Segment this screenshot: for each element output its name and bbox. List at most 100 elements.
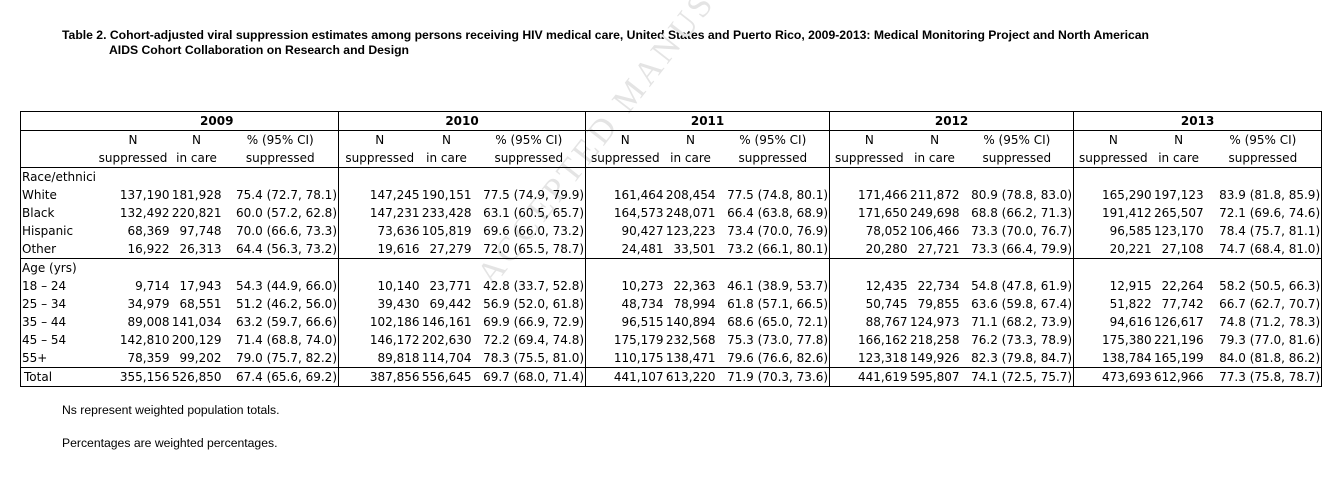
table-row: 45 – 54 142,810 200,129 71.4 (68.8, 74.0) 14… xyxy=(21,331,1322,349)
empty-cell xyxy=(585,167,665,186)
empty-cell xyxy=(1073,258,1153,277)
n-in-care-cell: 202,630 xyxy=(421,332,472,347)
empty-cell xyxy=(1204,258,1322,277)
n-suppressed-cell: 110,175 xyxy=(613,350,664,365)
n-in-care-cell: 27,721 xyxy=(917,241,960,256)
column-header: in care xyxy=(908,149,961,168)
year-header: 2010 xyxy=(338,111,587,131)
n-in-care-cell: 165,199 xyxy=(1153,350,1204,365)
n-suppressed-cell: 175,179 xyxy=(613,332,664,347)
n-in-care-cell: 208,454 xyxy=(665,187,716,202)
n-in-care-cell: 248,071 xyxy=(665,205,716,220)
table-row: Black 132,492 220,821 60.0 (57.2, 62.8) 147,… xyxy=(21,204,1322,222)
n-suppressed-cell: 24,481 xyxy=(621,241,664,256)
percent-suppressed-cell: 69.9 (66.9, 72.9) xyxy=(472,313,587,331)
empty-cell xyxy=(1204,167,1322,186)
empty-cell xyxy=(664,167,717,186)
n-in-care-cell: 613,220 xyxy=(664,367,717,387)
n-suppressed-cell: 78,052 xyxy=(865,223,908,238)
column-header: % (95% CI) xyxy=(960,130,1075,149)
column-header: suppressed xyxy=(472,149,587,168)
n-suppressed-cell: 88,767 xyxy=(865,314,908,329)
percent-suppressed-cell: 60.0 (57.2, 62.8) xyxy=(222,204,339,222)
empty-cell xyxy=(1152,167,1205,186)
empty-cell xyxy=(472,167,587,186)
percent-suppressed-cell: 63.6 (59.8, 67.4) xyxy=(960,295,1075,313)
n-in-care-cell: 68,551 xyxy=(179,296,222,311)
n-suppressed-cell: 441,619 xyxy=(829,367,909,387)
percent-suppressed-cell: 63.1 (60.5, 65.7) xyxy=(472,204,587,222)
n-suppressed-cell: 39,430 xyxy=(377,296,420,311)
percent-suppressed-cell: 51.2 (46.2, 56.0) xyxy=(222,295,339,313)
column-header: suppressed xyxy=(1204,149,1322,168)
column-header: suppressed xyxy=(960,149,1075,168)
percent-suppressed-cell: 66.4 (63.8, 68.9) xyxy=(716,204,831,222)
percent-suppressed-cell: 61.8 (57.1, 66.5) xyxy=(716,295,831,313)
n-in-care-cell: 22,734 xyxy=(917,278,960,293)
n-in-care-cell: 612,966 xyxy=(1152,367,1205,387)
empty-cell xyxy=(716,258,831,277)
n-suppressed-cell: 355,156 xyxy=(95,367,171,387)
n-suppressed-cell: 96,585 xyxy=(1109,223,1152,238)
percent-suppressed-cell: 72.0 (65.5, 78.7) xyxy=(472,240,587,259)
percent-suppressed-cell: 82.3 (79.8, 84.7) xyxy=(960,349,1075,368)
column-header: in care xyxy=(170,149,223,168)
n-suppressed-cell: 441,107 xyxy=(585,367,665,387)
percent-suppressed-cell: 78.3 (75.5, 81.0) xyxy=(472,349,587,368)
percent-suppressed-cell: 84.0 (81.8, 86.2) xyxy=(1219,350,1321,365)
empty-cell xyxy=(829,258,909,277)
column-header-row: suppressed in care suppressed suppressed in … xyxy=(20,149,1322,168)
percent-suppressed-cell: 79.6 (76.6, 82.6) xyxy=(716,349,831,368)
note-weighted-percentages: Percentages are weighted percentages. xyxy=(62,436,278,450)
n-suppressed-cell: 171,650 xyxy=(857,205,908,220)
year-header: 2009 xyxy=(95,111,339,131)
table-row: 18 – 24 9,714 17,943 54.3 (44.9, 66.0) 10,14… xyxy=(21,277,1322,295)
n-suppressed-cell: 50,745 xyxy=(865,296,908,311)
row-label: Other xyxy=(22,241,57,256)
column-header: % (95% CI) xyxy=(222,130,339,149)
n-suppressed-cell: 123,318 xyxy=(857,350,908,365)
n-in-care-cell: 27,108 xyxy=(1161,241,1204,256)
n-suppressed-cell: 89,008 xyxy=(127,314,170,329)
n-suppressed-cell: 73,636 xyxy=(377,223,420,238)
percent-suppressed-cell: 68.6 (65.0, 72.1) xyxy=(716,313,831,331)
n-in-care-cell: 233,428 xyxy=(421,205,472,220)
column-header: suppressed xyxy=(1073,149,1153,168)
percent-suppressed-cell: 42.8 (33.7, 52.8) xyxy=(472,277,587,295)
column-header: % (95% CI) xyxy=(1229,132,1297,147)
percent-suppressed-cell: 75.4 (72.7, 78.1) xyxy=(222,186,339,204)
table-row: Hispanic 68,369 97,748 70.0 (66.6, 73.3) 73,… xyxy=(21,222,1322,240)
n-in-care-cell: 140,894 xyxy=(665,314,716,329)
n-suppressed-cell: 175,380 xyxy=(1101,332,1152,347)
n-in-care-cell: 114,704 xyxy=(421,350,472,365)
percent-suppressed-cell: 54.3 (44.9, 66.0) xyxy=(222,277,339,295)
n-in-care-cell: 141,034 xyxy=(171,314,222,329)
table-row: 35 – 44 89,008 141,034 63.2 (59.7, 66.6) 102… xyxy=(21,313,1322,331)
column-header: suppressed xyxy=(338,149,421,168)
year-header: 2011 xyxy=(585,111,831,131)
column-header: % (95% CI) xyxy=(716,130,831,149)
percent-suppressed-cell: 83.9 (81.8, 85.9) xyxy=(1219,187,1321,202)
percent-suppressed-cell: 79.0 (75.7, 82.2) xyxy=(222,349,339,368)
table-title-line-2: AIDS Cohort Collaboration on Research an… xyxy=(109,43,409,57)
n-suppressed-cell: 34,979 xyxy=(127,296,170,311)
n-in-care-cell: 221,196 xyxy=(1153,332,1204,347)
row-label: Total xyxy=(20,367,96,387)
n-suppressed-cell: 68,369 xyxy=(127,223,170,238)
n-suppressed-cell: 19,616 xyxy=(377,241,420,256)
n-in-care-cell: 126,617 xyxy=(1153,314,1204,329)
percent-suppressed-cell: 72.2 (69.4, 74.8) xyxy=(472,331,587,349)
row-label: 35 – 44 xyxy=(22,314,67,329)
year-header: 2012 xyxy=(829,111,1075,131)
percent-suppressed-cell: 72.1 (69.6, 74.6) xyxy=(1219,205,1321,220)
empty-cell xyxy=(338,258,421,277)
n-suppressed-cell: 132,492 xyxy=(119,205,170,220)
percent-suppressed-cell: 54.8 (47.8, 61.9) xyxy=(960,277,1075,295)
n-suppressed-cell: 147,245 xyxy=(369,187,420,202)
percent-suppressed-cell: 77.3 (75.8, 78.7) xyxy=(1204,367,1322,387)
n-suppressed-cell: 90,427 xyxy=(621,223,664,238)
column-header: suppressed xyxy=(95,149,171,168)
n-in-care-cell: 79,855 xyxy=(917,296,960,311)
column-header: suppressed xyxy=(585,149,665,168)
n-in-care-cell: 197,123 xyxy=(1153,187,1204,202)
